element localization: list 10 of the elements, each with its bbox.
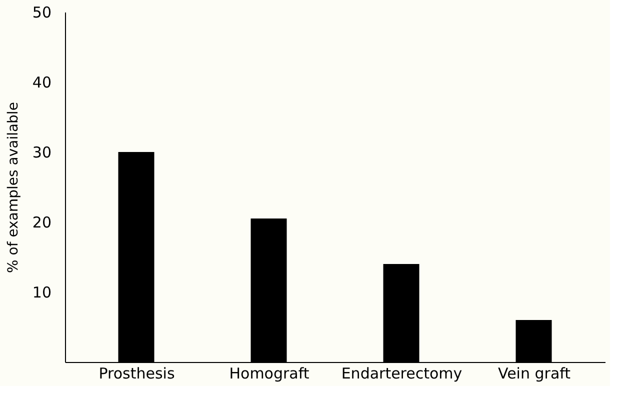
y-tick-label: 30 <box>32 144 52 162</box>
y-tick-label: 20 <box>32 214 52 232</box>
y-axis-title: % of examples available <box>5 102 22 273</box>
x-tick-label: Endarterectomy <box>341 364 462 382</box>
y-tick-label: 50 <box>32 4 52 22</box>
x-tick-label: Vein graft <box>498 364 571 382</box>
x-tick-label: Homograft <box>229 364 310 382</box>
y-tick-label: 40 <box>32 74 52 92</box>
y-tick-label: 10 <box>32 284 52 302</box>
x-tick-label: Prosthesis <box>98 364 175 382</box>
